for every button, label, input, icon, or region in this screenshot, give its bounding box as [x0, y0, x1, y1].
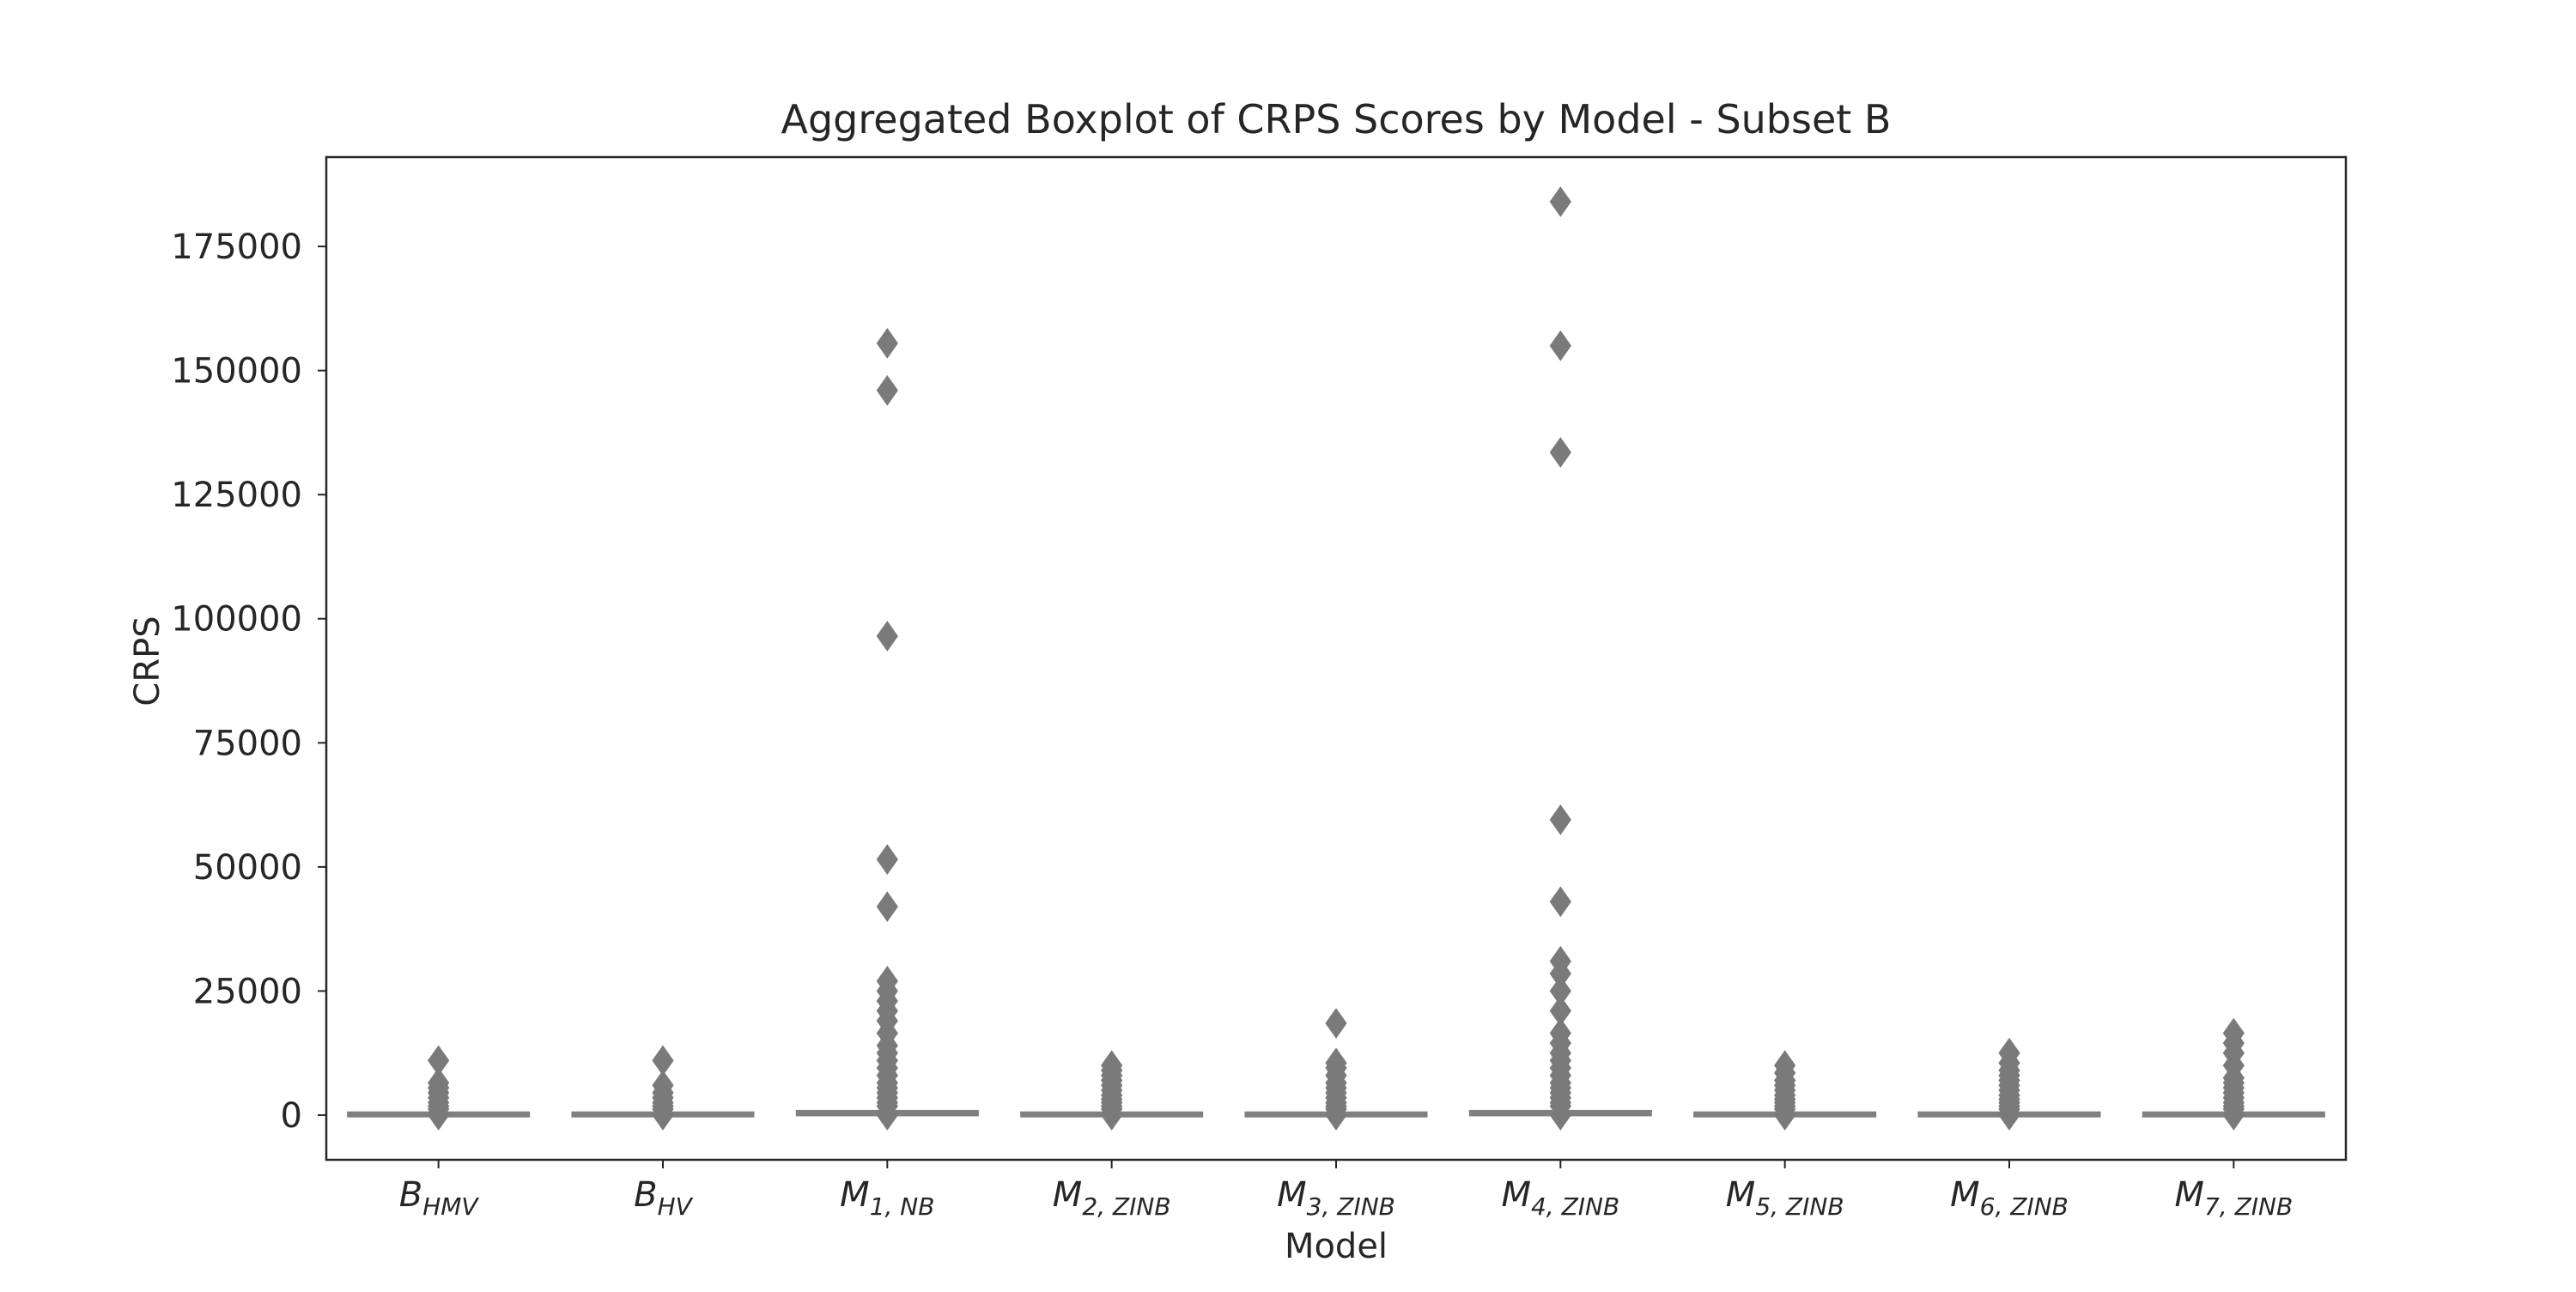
- outlier-point: [1549, 1017, 1571, 1049]
- x-axis-label: Model: [1285, 1227, 1388, 1266]
- x-tick-label: BHMV: [399, 1175, 480, 1221]
- y-tick-label: 125000: [171, 476, 302, 515]
- box-group: [1468, 186, 1652, 1131]
- x-tick-label-subscript: 3, ZINB: [1307, 1192, 1395, 1221]
- outlier-point: [428, 1045, 450, 1077]
- x-tick-label-base: M: [1950, 1175, 1980, 1215]
- outlier-point: [876, 374, 898, 406]
- box-group: [2142, 1017, 2325, 1131]
- y-tick-label: 75000: [193, 724, 302, 763]
- x-tick-label-subscript: 7, ZINB: [2204, 1192, 2293, 1221]
- box-group: [795, 327, 979, 1131]
- outlier-point: [1325, 1047, 1347, 1079]
- x-tick-label-subscript: 1, NB: [870, 1192, 935, 1221]
- x-tick-label: M4, ZINB: [1501, 1175, 1619, 1221]
- x-tick-label-base: M: [1277, 1175, 1307, 1215]
- x-tick-label-subscript: HMV: [422, 1192, 479, 1221]
- box-group: [1917, 1037, 2101, 1131]
- outlier-point: [876, 327, 898, 359]
- outlier-point: [1549, 186, 1571, 217]
- x-tick-label: M2, ZINB: [1053, 1175, 1171, 1221]
- outlier-point: [1549, 945, 1571, 977]
- outlier-point: [428, 1067, 450, 1099]
- chart-title: Aggregated Boxplot of CRPS Scores by Mod…: [781, 96, 1892, 143]
- outlier-point: [1774, 1050, 1796, 1082]
- x-tick-label: M3, ZINB: [1277, 1175, 1395, 1221]
- x-tick-label: M6, ZINB: [1950, 1175, 2069, 1221]
- x-tick-label: M5, ZINB: [1726, 1175, 1844, 1221]
- y-tick-label: 175000: [171, 227, 302, 267]
- outlier-point: [1549, 975, 1571, 1007]
- outlier-point: [876, 844, 898, 876]
- outlier-point: [876, 965, 898, 997]
- outlier-point: [1325, 1008, 1347, 1039]
- x-axis-ticks: BHMV BHV M1, NB M2, ZINB M3, ZINB M4, ZINB M5,…: [399, 1160, 2293, 1221]
- x-tick-label: M1, NB: [840, 1175, 934, 1221]
- y-tick-label: 25000: [193, 972, 302, 1011]
- x-tick-label-subscript: 2, ZINB: [1082, 1192, 1170, 1221]
- x-tick-label: BHV: [634, 1175, 694, 1221]
- box-group: [1244, 1008, 1428, 1131]
- x-tick-label-subscript: 6, ZINB: [1980, 1192, 2069, 1221]
- x-tick-label-base: B: [634, 1175, 657, 1215]
- x-tick-label-base: M: [1053, 1175, 1083, 1215]
- outlier-point: [652, 1070, 674, 1101]
- box-group: [571, 1045, 755, 1131]
- box-group: [1020, 1050, 1204, 1131]
- plot-area: [347, 186, 2325, 1131]
- y-axis-ticks: 0 25000 50000 75000 100000 125000 150000 175000: [171, 227, 326, 1136]
- outlier-point: [1549, 886, 1571, 918]
- y-tick-label: 150000: [171, 352, 302, 391]
- y-tick-label: 100000: [171, 600, 302, 640]
- outlier-point: [1549, 804, 1571, 835]
- outlier-point: [652, 1045, 674, 1077]
- box-group: [1693, 1050, 1877, 1131]
- outlier-point: [1549, 437, 1571, 468]
- x-tick-label-subscript: HV: [658, 1192, 694, 1221]
- outlier-point: [876, 891, 898, 922]
- x-tick-label-subscript: 4, ZINB: [1531, 1192, 1619, 1221]
- outlier-point: [876, 621, 898, 652]
- x-tick-label-base: B: [399, 1175, 422, 1215]
- x-tick-label-base: M: [2174, 1175, 2204, 1215]
- outlier-point: [1101, 1050, 1123, 1082]
- y-tick-label: 0: [281, 1096, 302, 1136]
- outlier-point: [1998, 1037, 2020, 1069]
- x-tick-label-base: M: [840, 1175, 870, 1215]
- box-group: [347, 1045, 531, 1131]
- y-axis-label: CRPS: [128, 616, 167, 706]
- x-tick-label-base: M: [1726, 1175, 1756, 1215]
- x-tick-label-base: M: [1501, 1175, 1531, 1215]
- outlier-point: [1549, 330, 1571, 361]
- x-tick-label-subscript: 5, ZINB: [1755, 1192, 1844, 1221]
- y-tick-label: 50000: [193, 848, 302, 888]
- x-tick-label: M7, ZINB: [2174, 1175, 2293, 1221]
- outlier-point: [1549, 995, 1571, 1027]
- outlier-point: [2222, 1017, 2245, 1049]
